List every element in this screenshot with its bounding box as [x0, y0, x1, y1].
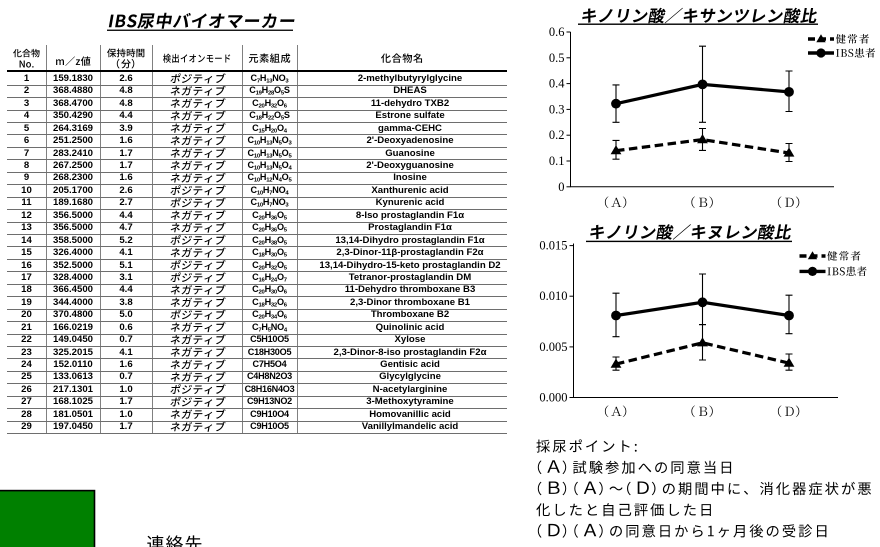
svg-text:0.4: 0.4	[549, 77, 565, 91]
svg-text:0.6: 0.6	[549, 25, 565, 39]
svg-text:0.2: 0.2	[549, 128, 565, 142]
svg-text:0.010: 0.010	[539, 289, 567, 303]
svg-text:0.3: 0.3	[549, 102, 565, 116]
svg-text:0: 0	[558, 180, 564, 194]
svg-text:0.5: 0.5	[549, 51, 565, 65]
svg-text:0.000: 0.000	[539, 391, 567, 405]
svg-text:0.005: 0.005	[539, 340, 567, 354]
svg-text:0.015: 0.015	[539, 239, 567, 253]
svg-text:0.1: 0.1	[549, 154, 565, 168]
